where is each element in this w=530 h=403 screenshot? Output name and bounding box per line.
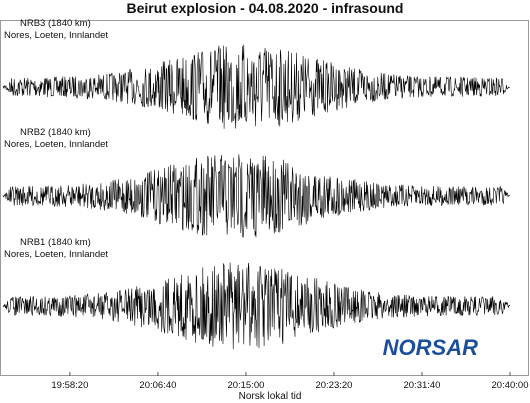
x-tick-label-6: 20:40:00 [492,380,529,391]
traces [2,44,511,350]
x-tick-label-1: 19:58:20 [51,380,88,391]
station-name-2: NRB2 (1840 km) [20,127,91,138]
station-name-1: NRB3 (1840 km) [20,18,91,29]
x-tick-label-5: 20:31:40 [403,380,440,391]
station-location-2: Nores, Loeten, Innlandet [4,139,108,150]
trace-1 [2,44,511,129]
x-tick-label-3: 20:15:00 [227,380,264,391]
x-axis: 19:58:20 20:06:40 20:15:00 20:23:20 20:31:40… [51,372,528,391]
plot-frame [0,20,529,376]
station-location-1: Nores, Loeten, Innlandet [4,30,108,41]
x-tick-label-2: 20:06:40 [139,380,176,391]
norsar-logo: NORSAR [383,335,478,360]
logo-text: NORSAR [383,335,478,360]
station-location-3: Nores, Loeten, Innlandet [4,249,108,260]
station-labels: NRB3 (1840 km)Nores, Loeten, InnlandetNR… [4,18,108,260]
x-axis-label: Norsk lokal tid [239,391,302,402]
trace-2 [2,154,511,238]
station-name-3: NRB1 (1840 km) [20,237,91,248]
chart-title: Beirut explosion - 04.08.2020 - infrasou… [127,0,404,16]
trace-3 [2,262,511,350]
x-tick-label-4: 20:23:20 [315,380,352,391]
